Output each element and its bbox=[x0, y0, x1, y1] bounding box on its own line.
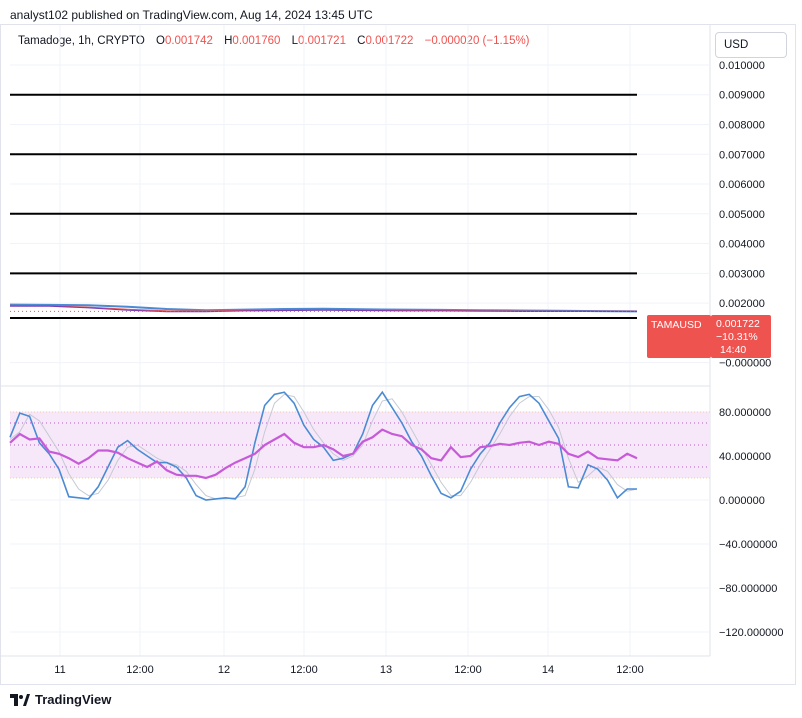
price-tick-label: 0.003000 bbox=[719, 268, 765, 280]
price-tick-label: 0.007000 bbox=[719, 149, 765, 161]
chart-border bbox=[0, 24, 796, 685]
time-tick-label: 14 bbox=[542, 664, 554, 676]
price-series-line bbox=[10, 305, 637, 313]
price-badge-axis-box bbox=[711, 315, 771, 358]
close-value: 0.001722 bbox=[365, 35, 414, 47]
price-badge-ticker: TAMAUSD bbox=[651, 319, 702, 331]
time-tick-label: 12:00 bbox=[290, 664, 318, 676]
tradingview-logo-icon bbox=[10, 693, 30, 706]
oscillator-tick-label: 40.000000 bbox=[719, 451, 771, 463]
oscillator-tick-label: 0.000000 bbox=[719, 495, 765, 507]
price-tick-label: 0.005000 bbox=[719, 209, 765, 221]
price-badge-box bbox=[647, 315, 711, 358]
price-tick-label: 0.010000 bbox=[719, 60, 765, 72]
time-axis[interactable]: 11 12:00 12 12:00 13 12:00 14 12:00 bbox=[54, 664, 643, 676]
symbol-header: Tamadoge, 1h, CRYPTO O0.001742 H0.001760… bbox=[18, 35, 530, 47]
oscillator-tick-label: −40.000000 bbox=[719, 539, 777, 551]
currency-button[interactable]: USD bbox=[715, 32, 787, 58]
price-tick-label: 0.004000 bbox=[719, 239, 765, 251]
time-tick-label: 12 bbox=[218, 664, 230, 676]
price-pane[interactable] bbox=[9, 93, 638, 319]
brand-label: TradingView bbox=[35, 692, 112, 707]
price-badge-change: −10.31% bbox=[716, 331, 758, 343]
low-label: L bbox=[291, 35, 298, 47]
price-axis[interactable]: 0.010000 0.009000 0.008000 0.007000 0.006000… bbox=[719, 60, 784, 639]
time-tick-label: 12:00 bbox=[616, 664, 644, 676]
oscillator-pane[interactable] bbox=[9, 390, 710, 501]
open-label: O bbox=[155, 35, 165, 47]
price-tick-label: 0.009000 bbox=[719, 90, 765, 102]
oscillator-tick-label: −80.000000 bbox=[719, 583, 777, 595]
tradingview-logo[interactable]: TradingView bbox=[10, 692, 111, 707]
time-tick-label: 11 bbox=[54, 664, 65, 676]
time-tick-label: 12:00 bbox=[126, 664, 154, 676]
price-tick-label: 0.006000 bbox=[719, 179, 765, 191]
oscillator-tick-label: −120.000000 bbox=[719, 627, 784, 639]
price-badge-price: 0.001722 bbox=[716, 318, 760, 330]
price-tick-label: −0.000000 bbox=[719, 358, 771, 370]
low-value: 0.001721 bbox=[298, 35, 346, 47]
price-tick-label: 0.002000 bbox=[719, 298, 765, 310]
price-tick-label: 0.008000 bbox=[719, 120, 765, 132]
publisher-line: analyst102 published on TradingView.com,… bbox=[10, 8, 373, 22]
rsi-line bbox=[9, 428, 638, 480]
stochastic-k-line bbox=[9, 390, 637, 501]
high-label: H bbox=[224, 35, 233, 47]
time-tick-label: 13 bbox=[380, 664, 392, 676]
high-value: 0.001760 bbox=[232, 35, 281, 47]
oscillator-tick-label: 80.000000 bbox=[719, 407, 771, 419]
close-label: C bbox=[357, 35, 366, 47]
symbol-name[interactable]: Tamadoge, 1h, CRYPTO bbox=[18, 35, 145, 47]
change-value: −0.000020 (−1.15%) bbox=[424, 35, 530, 47]
price-badge: TAMAUSD 0.001722 −10.31% 14:40 bbox=[647, 315, 771, 358]
open-value: 0.001742 bbox=[164, 35, 213, 47]
time-tick-label: 12:00 bbox=[454, 664, 482, 676]
price-badge-countdown: 14:40 bbox=[720, 344, 746, 356]
